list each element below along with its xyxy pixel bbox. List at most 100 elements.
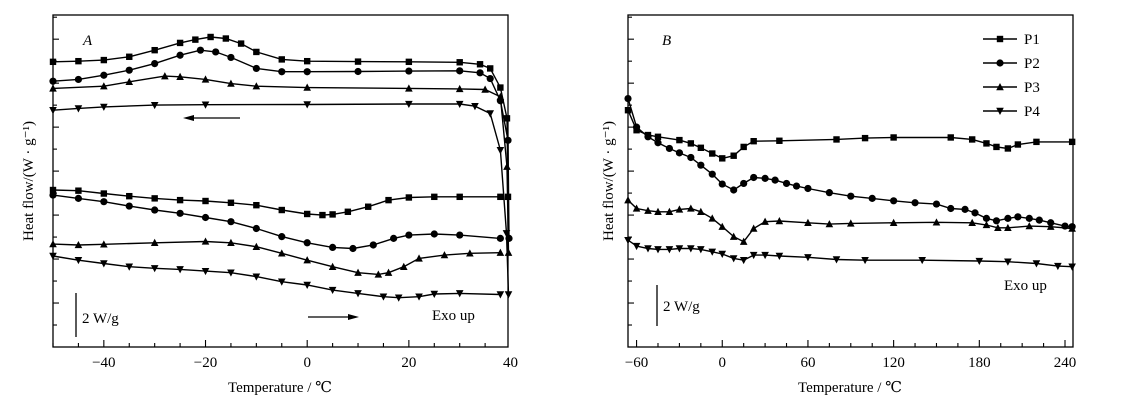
- data-point-p2: [911, 199, 919, 207]
- panel-b-scale-label: 2 W/g: [663, 299, 700, 315]
- data-point-p3: [718, 222, 727, 230]
- data-point-p1-cooling: [126, 53, 133, 60]
- data-point-p4-heating: [201, 267, 210, 276]
- data-point-p4: [687, 245, 695, 253]
- data-point-p1-heating: [227, 199, 235, 206]
- panel-b-ylabel: Heat flow/(W · g⁻¹): [601, 121, 617, 241]
- data-point-p3: [1025, 222, 1034, 230]
- data-point-p2: [740, 179, 748, 188]
- legend-label: P1: [1024, 32, 1040, 48]
- data-point-p3: [675, 205, 684, 213]
- data-point-p4-cooling: [486, 110, 495, 118]
- panel-b-frame: [627, 14, 1074, 348]
- data-point-p1: [947, 134, 954, 141]
- data-point-p1-cooling: [278, 56, 285, 63]
- data-point-p1-cooling: [354, 58, 362, 65]
- x-tick-label: 40: [503, 355, 518, 371]
- legend: P1 P2 P3 P4: [983, 32, 1040, 120]
- data-point-p3-heating: [354, 268, 362, 276]
- data-point-p1-heating: [344, 208, 352, 215]
- legend-marker: [996, 59, 1004, 67]
- data-point-p4-heating: [379, 293, 388, 301]
- data-point-p3: [729, 232, 738, 240]
- panel-a-frame: [52, 14, 509, 348]
- data-point-p2-heating: [125, 202, 133, 210]
- data-point-p2-heating: [496, 234, 504, 242]
- data-point-p3-heating: [415, 254, 423, 262]
- legend-label: P4: [1024, 104, 1040, 120]
- x-tick-label: 180: [968, 355, 991, 371]
- data-point-p2: [971, 209, 979, 217]
- data-point-p3: [932, 218, 941, 226]
- data-point-p1: [624, 107, 632, 114]
- data-point-p4-heating: [496, 291, 505, 299]
- data-point-p3: [687, 204, 695, 212]
- data-point-p1-heating: [126, 192, 133, 200]
- data-point-p1-cooling: [176, 39, 184, 47]
- data-point-p2: [1014, 213, 1022, 221]
- data-point-p4: [1032, 260, 1041, 268]
- data-point-p1-heating: [364, 203, 372, 210]
- data-point-p1-heating: [151, 195, 158, 202]
- data-point-p4-heating: [303, 281, 311, 289]
- data-point-p4-heating: [328, 286, 337, 295]
- data-point-p2: [687, 153, 695, 162]
- data-point-p2-cooling: [405, 67, 413, 75]
- data-point-p4: [697, 246, 705, 254]
- data-point-p3-heating: [49, 240, 57, 248]
- data-point-p2: [624, 94, 632, 103]
- legend-marker: [996, 35, 1004, 43]
- legend-label: P3: [1024, 80, 1040, 96]
- data-point-p1: [719, 155, 726, 162]
- data-point-p4-heating: [415, 293, 423, 301]
- data-point-p3: [624, 196, 632, 204]
- data-point-p4-cooling: [303, 101, 311, 109]
- data-point-p4-heating: [252, 273, 261, 281]
- data-point-p4-cooling: [504, 291, 513, 299]
- data-point-p3: [775, 217, 784, 225]
- data-point-p3: [1046, 222, 1055, 230]
- data-point-p1-heating: [303, 210, 311, 218]
- legend-item-p2: P2: [983, 56, 1040, 72]
- data-point-p1: [776, 137, 783, 144]
- data-point-p2: [718, 180, 726, 188]
- data-point-p3: [761, 217, 769, 225]
- data-point-p1: [993, 143, 1000, 151]
- x-tick-label: 0: [303, 355, 311, 371]
- data-point-p2-cooling: [303, 68, 311, 76]
- data-point-p4-cooling: [471, 103, 479, 111]
- data-point-p2-cooling: [252, 64, 260, 73]
- data-point-p3: [1068, 224, 1076, 232]
- data-point-p3-heating: [328, 262, 337, 270]
- data-point-p4: [749, 251, 758, 260]
- data-point-p2-heating: [349, 244, 357, 253]
- panel-a-ylabel: Heat flow/(W · g⁻¹): [21, 121, 37, 241]
- series-line-p4: [627, 239, 1073, 268]
- data-point-p2: [654, 139, 662, 147]
- data-point-p1: [833, 136, 840, 143]
- data-point-p3: [644, 206, 652, 214]
- data-point-p1: [1068, 138, 1076, 146]
- data-point-p2: [632, 123, 641, 131]
- data-point-p2-heating: [49, 191, 57, 199]
- data-point-p2: [782, 179, 791, 188]
- data-point-p3-heating: [440, 251, 449, 259]
- data-point-p2-heating: [151, 206, 159, 214]
- data-point-p4-cooling: [502, 230, 511, 238]
- data-point-p2: [761, 174, 769, 182]
- data-point-p1-heating: [75, 187, 82, 194]
- data-point-p3: [665, 207, 674, 215]
- data-point-p4-heating: [150, 265, 159, 273]
- x-tick-label: 0: [719, 355, 727, 371]
- data-point-p2: [675, 149, 684, 157]
- x-tick-label: 60: [800, 355, 815, 371]
- data-point-p2: [697, 161, 705, 169]
- data-point-p4-cooling: [496, 147, 505, 155]
- data-point-p2-cooling: [49, 77, 57, 85]
- data-point-p2-heating: [390, 234, 398, 242]
- data-point-p4-heating: [49, 252, 57, 260]
- data-point-p4-heating: [455, 290, 464, 298]
- data-point-p1-cooling: [303, 57, 311, 65]
- data-point-p3: [632, 204, 641, 212]
